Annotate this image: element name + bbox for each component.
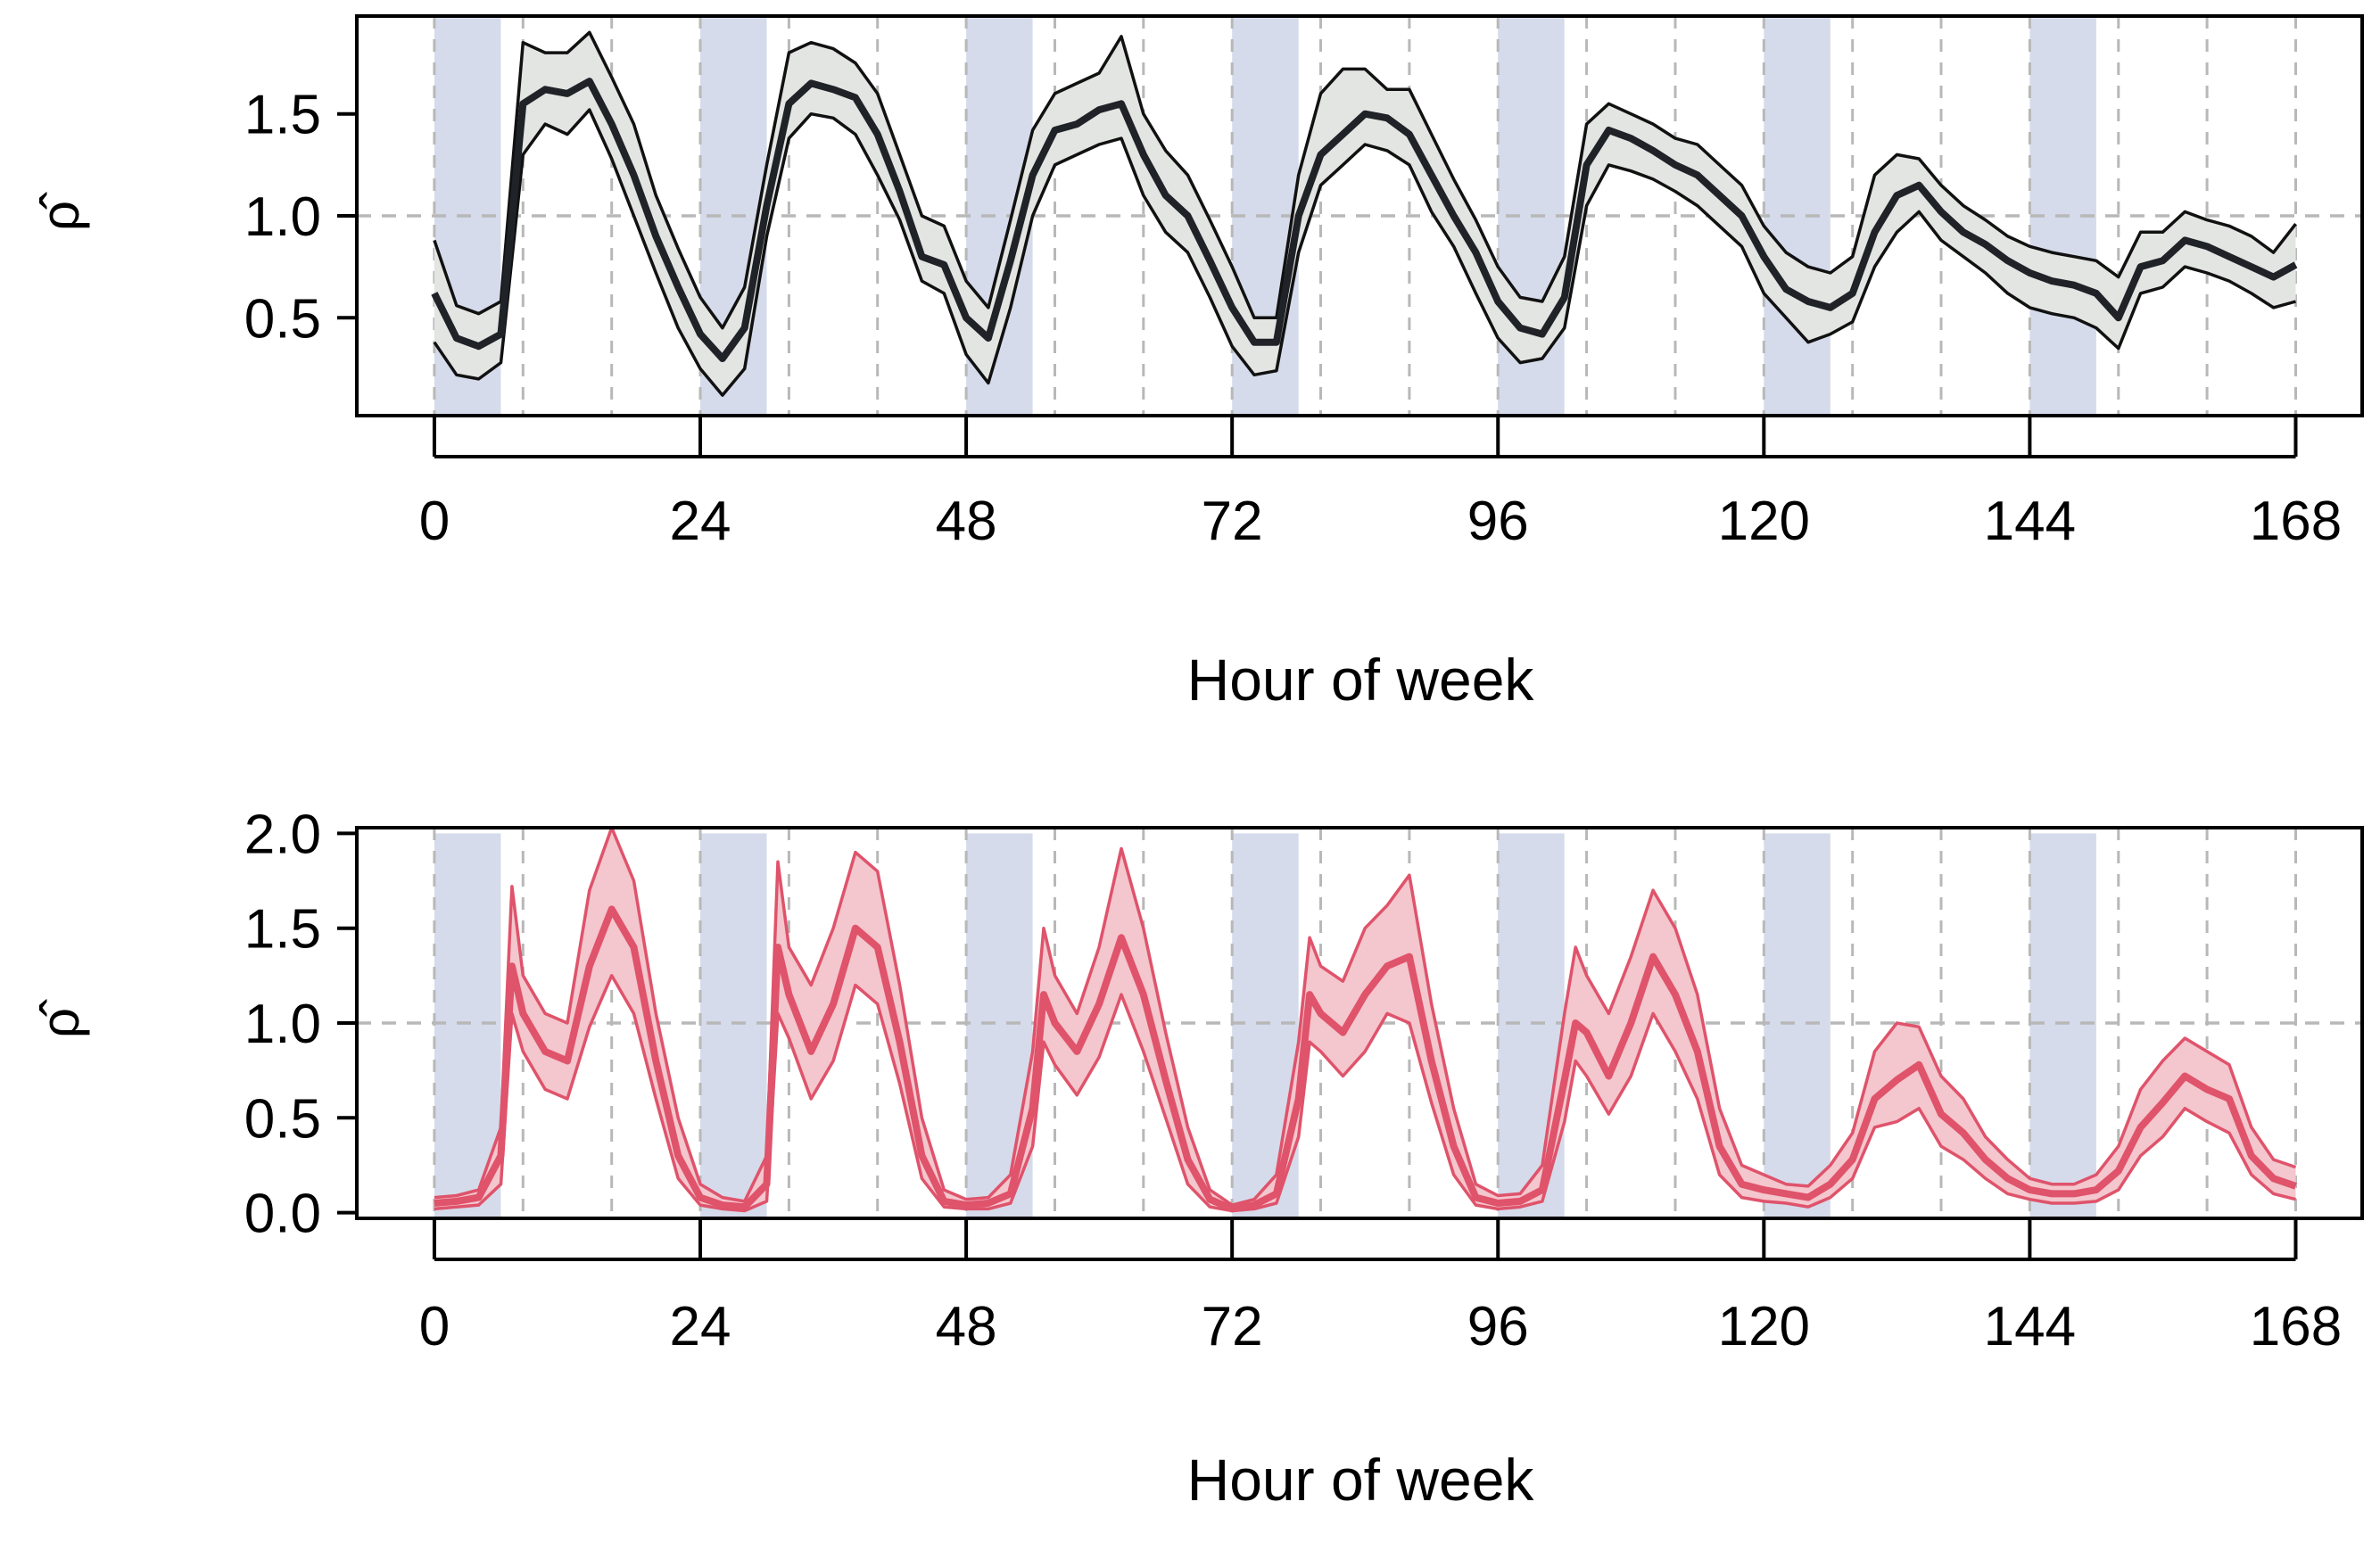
x-tick-label: 96 [1467, 1296, 1529, 1357]
x-tick-label: 0 [419, 1296, 450, 1357]
series-lower-line [434, 974, 2296, 1213]
series-lower-line [433, 108, 2296, 397]
x-tick-label: 168 [2250, 1296, 2342, 1357]
y-tick-label: 1.0 [244, 994, 321, 1055]
x-tick-label: 96 [1467, 491, 1529, 552]
x-tick-label: 120 [1718, 491, 1810, 552]
y-tick-label: 0.0 [244, 1184, 321, 1245]
night-band [2029, 833, 2096, 1218]
y-axis-title: ρ̂ [30, 192, 90, 231]
x-tick-label: 168 [2250, 491, 2342, 552]
x-tick-label: 48 [936, 491, 997, 552]
x-tick-label: 72 [1202, 491, 1263, 552]
y-axis-title: ρ̂ [30, 999, 90, 1038]
x-tick-label: 0 [419, 491, 450, 552]
bottom-panel: 0 24 48 72 96 120 144 168 0.0 0.5 1.0 1.5 2.0 Hour of… [30, 804, 2364, 1513]
x-tick-label: 120 [1718, 1296, 1810, 1357]
y-tick-label: 1.0 [244, 186, 321, 248]
x-tick-label: 24 [670, 1296, 731, 1357]
y-tick-label: 2.0 [244, 804, 321, 865]
confidence-band [434, 828, 2296, 1211]
night-band [700, 833, 767, 1218]
x-tick-label: 48 [936, 1296, 997, 1357]
top-panel: 0 24 48 72 96 120 144 168 0.5 1.0 1.5 Hour of week ρ… [30, 14, 2364, 713]
night-band [1764, 833, 1830, 1218]
x-axis-title: Hour of week [1187, 647, 1535, 713]
x-tick-label: 72 [1202, 1296, 1263, 1357]
y-tick-label: 0.5 [244, 288, 321, 350]
x-tick-label: 144 [1984, 1296, 2076, 1357]
y-tick-label: 1.5 [244, 85, 321, 146]
night-band [1764, 16, 1830, 416]
series-upper-line [434, 826, 2297, 1207]
series-estimate-line [431, 78, 2298, 362]
series-estimate-line [434, 905, 2297, 1213]
x-axis-title: Hour of week [1187, 1447, 1535, 1513]
x-tick-label: 24 [670, 491, 731, 552]
x-tick-label: 144 [1984, 491, 2076, 552]
y-tick-label: 1.5 [244, 899, 321, 961]
series-upper-line [433, 30, 2297, 330]
y-tick-label: 0.5 [244, 1088, 321, 1150]
